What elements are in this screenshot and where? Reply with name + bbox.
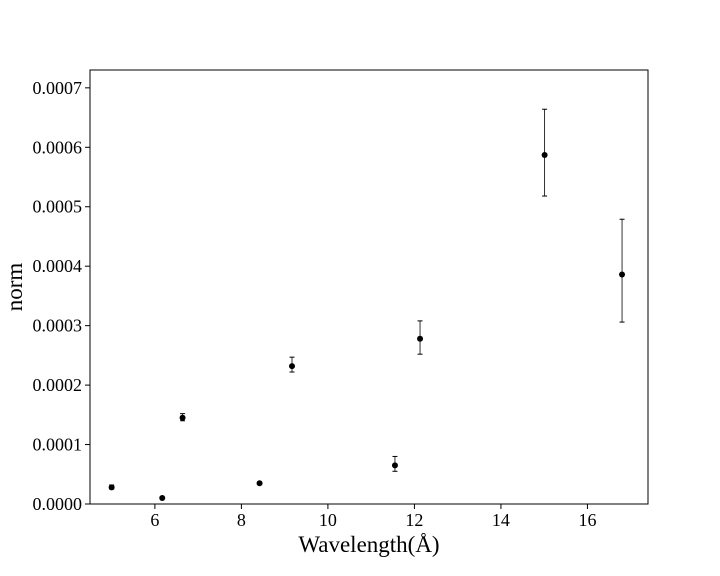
data-points (108, 108, 626, 502)
plot-area-frame (89, 69, 649, 505)
data-point (417, 320, 424, 355)
x-tick-label: 8 (237, 510, 246, 530)
data-point (391, 455, 398, 472)
point-marker (541, 152, 548, 159)
x-tick-label: 14 (492, 510, 510, 530)
point-marker (179, 414, 186, 421)
y-axis-ticks: 0.0000 0.0001 0.0002 0.0003 0.0004 0.0005 0.00… (33, 78, 90, 514)
y-tick-label: 0.0003 (33, 316, 83, 336)
data-point (619, 218, 626, 323)
y-tick-label: 0.0000 (33, 494, 83, 514)
point-marker (289, 363, 296, 370)
y-axis-label: norm (2, 263, 27, 312)
y-tick-label: 0.0006 (33, 137, 83, 157)
point-marker (619, 271, 626, 278)
data-point (108, 484, 115, 491)
x-axis-label: Wavelength(Å) (298, 532, 439, 557)
point-marker (391, 462, 398, 469)
x-tick-label: 16 (578, 510, 596, 530)
x-tick-label: 6 (150, 510, 159, 530)
point-marker (159, 495, 166, 502)
x-axis-ticks: 6 8 10 12 14 16 (150, 504, 596, 530)
point-marker (417, 335, 424, 342)
y-tick-label: 0.0007 (33, 78, 83, 98)
x-tick-label: 10 (319, 510, 337, 530)
data-point (179, 413, 186, 422)
y-tick-label: 0.0002 (33, 375, 83, 395)
x-tick-label: 12 (405, 510, 423, 530)
data-point (541, 108, 548, 197)
data-point (159, 495, 166, 502)
y-tick-label: 0.0004 (33, 256, 83, 276)
data-point (256, 480, 263, 487)
data-point (289, 356, 296, 373)
y-tick-label: 0.0005 (33, 197, 83, 217)
point-marker (256, 480, 263, 487)
y-tick-label: 0.0001 (33, 435, 83, 455)
point-marker (108, 484, 115, 491)
